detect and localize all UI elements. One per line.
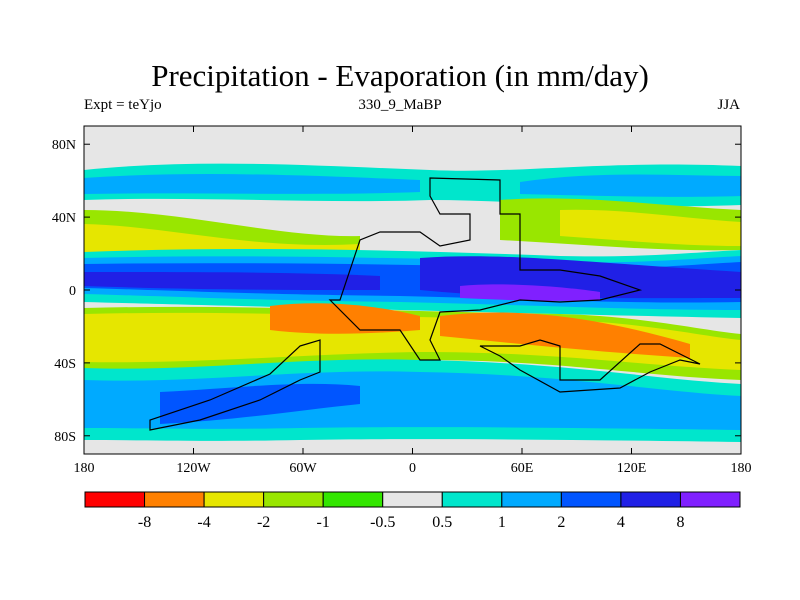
colorbar-label: 2 <box>557 514 565 531</box>
colorbar: -8 -4 -2 -1 -0.5 0.5 1 2 4 8 <box>84 491 741 531</box>
colorbar-swatch <box>560 491 622 508</box>
band-ssub-orange-a <box>270 303 420 334</box>
colorbar-label: 1 <box>498 514 506 531</box>
colorbar-label: -2 <box>257 514 270 531</box>
y-tick-label: 40S <box>54 357 76 372</box>
band-itcz-purple <box>460 284 600 301</box>
period-label: 330_9_MaBP <box>358 97 442 113</box>
colorbar-label: 8 <box>676 514 684 531</box>
y-tick-label: 40N <box>52 211 76 226</box>
continent-outline <box>149 177 643 431</box>
colorbar-swatch <box>263 491 324 508</box>
band-ssub-orange-b <box>440 312 690 358</box>
band-nmid-yellow-east <box>560 209 741 246</box>
colorbar-label: -1 <box>317 514 330 531</box>
colorbar-swatch <box>501 491 562 508</box>
colorbar-label: -0.5 <box>370 514 395 531</box>
colorbar-label: 0.5 <box>432 514 452 531</box>
y-tick-label: 80N <box>52 138 76 153</box>
y-tick-label: 0 <box>69 284 76 299</box>
colorbar-swatch <box>322 491 384 508</box>
x-axis: 180 120W 60W 0 60E 120E 180 <box>74 126 752 476</box>
x-tick-label: 60W <box>289 461 317 476</box>
band-itcz-darkblue <box>84 272 380 290</box>
x-tick-label: 0 <box>409 461 416 476</box>
x-tick-label: 180 <box>74 461 95 476</box>
plot-title: Precipitation - Evaporation (in mm/day) <box>151 58 649 93</box>
x-tick-label: 180 <box>731 461 752 476</box>
colorbar-label: 4 <box>617 514 625 531</box>
x-tick-label: 120E <box>617 461 647 476</box>
colorbar-swatch <box>144 491 205 508</box>
x-tick-label: 60E <box>511 461 534 476</box>
season-label: JJA <box>717 97 740 113</box>
band-south-darkblue <box>160 383 360 424</box>
y-tick-label: 80S <box>54 430 76 445</box>
colorbar-swatch <box>84 491 146 508</box>
continent-outline-south <box>479 339 701 393</box>
colorbar-swatch <box>679 491 741 508</box>
colorbar-swatch <box>203 491 265 508</box>
colorbar-label: -4 <box>197 514 210 531</box>
field-layer <box>84 126 741 454</box>
band-north-blue <box>84 174 420 194</box>
colorbar-swatch <box>382 491 443 508</box>
x-tick-label: 120W <box>176 461 211 476</box>
colorbar-swatch <box>441 491 503 508</box>
colorbar-label: -8 <box>138 514 151 531</box>
y-axis: 80N 40N 0 40S 80S <box>52 138 741 445</box>
band-north-blue-east <box>520 174 741 197</box>
experiment-label: Expt = teYjo <box>84 97 162 113</box>
colorbar-swatch <box>620 491 681 508</box>
